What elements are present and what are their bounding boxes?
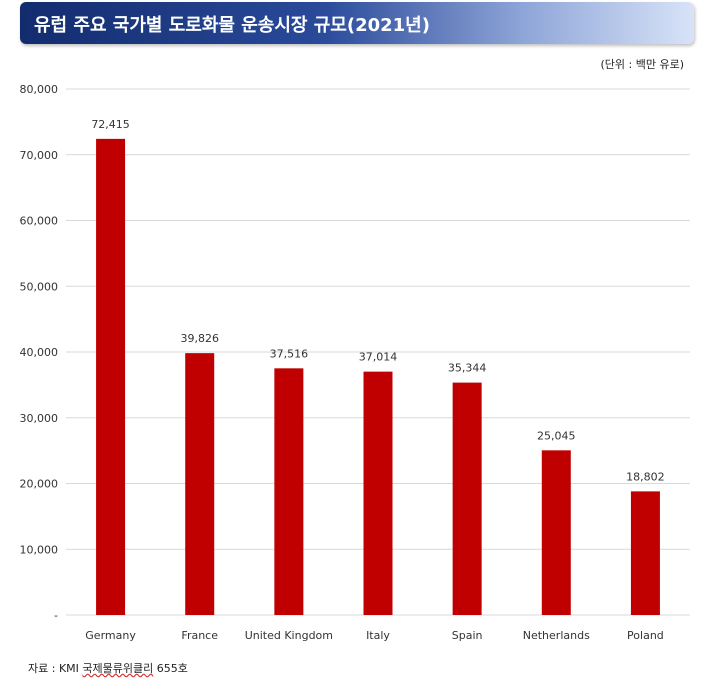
data-label: 39,826: [180, 332, 219, 345]
source-prefix: 자료 : KMI: [28, 662, 83, 675]
x-tick-label: France: [181, 629, 218, 642]
unit-label: (단위 : 백만 유로): [600, 58, 685, 71]
y-tick-label: 80,000: [20, 83, 59, 96]
data-label: 25,045: [537, 429, 576, 442]
source-note: 자료 : KMI 국제물류위클리 655호: [28, 660, 188, 676]
x-tick-label: Netherlands: [523, 629, 590, 642]
x-tick-label: United Kingdom: [245, 629, 333, 642]
bar-united-kingdom: [274, 368, 304, 615]
y-tick-label: 60,000: [20, 215, 59, 228]
title-bar: 유럽 주요 국가별 도로화물 운송시장 규모(2021년): [20, 2, 694, 44]
y-tick-label: 20,000: [20, 478, 59, 491]
source-suffix: 655호: [153, 662, 188, 675]
bar-netherlands: [541, 450, 571, 615]
data-label: 18,802: [626, 470, 665, 483]
data-label: 35,344: [448, 362, 487, 375]
data-label: 72,415: [91, 118, 130, 131]
y-tick-label: 50,000: [20, 280, 59, 293]
x-tick-label: Poland: [627, 629, 664, 642]
bar-italy: [363, 371, 393, 615]
data-label: 37,014: [359, 351, 398, 364]
chart-title: 유럽 주요 국가별 도로화물 운송시장 규모(2021년): [34, 15, 430, 36]
data-label: 37,516: [270, 347, 309, 360]
y-tick-label: 70,000: [20, 149, 59, 162]
y-tick-label: 30,000: [20, 412, 59, 425]
bar-poland: [630, 491, 660, 615]
y-tick-label: -: [54, 609, 58, 622]
y-tick-label: 40,000: [20, 346, 59, 359]
bar-france: [185, 353, 215, 615]
x-tick-label: Spain: [452, 629, 483, 642]
bar-spain: [452, 382, 482, 615]
x-tick-label: Italy: [366, 629, 390, 642]
bar-germany: [96, 138, 126, 615]
x-tick-label: Germany: [85, 629, 136, 642]
y-tick-label: 10,000: [20, 543, 59, 556]
bar-chart: - 10,000 20,000 30,000 40,000 50,000 60,000 70,…: [20, 83, 690, 642]
source-publication: 국제물류위클리: [82, 662, 154, 675]
